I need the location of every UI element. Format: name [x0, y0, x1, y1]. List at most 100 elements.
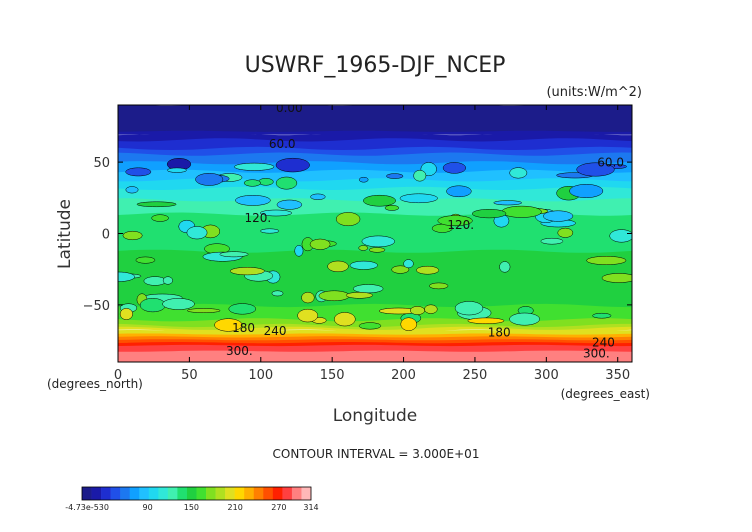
contour-band [118, 105, 632, 110]
contour-patch [214, 318, 243, 332]
colorbar-tick-label: -4.73e-5 [65, 503, 99, 512]
contour-patch [384, 205, 400, 211]
contour-patch [410, 306, 425, 315]
y-tick-label: 50 [93, 156, 110, 171]
contour-patch [429, 282, 449, 290]
contour-patch [276, 199, 303, 210]
x-tick-label: 200 [391, 368, 416, 383]
contour-patch [162, 298, 195, 310]
contour-interval-note: CONTOUR INTERVAL = 3.000E+01 [273, 447, 480, 461]
contour-patch [353, 284, 384, 294]
colorbar-swatch [101, 487, 111, 500]
colorbar-tick-label: 90 [143, 503, 153, 512]
contour-patch [609, 229, 632, 243]
contour-patch [509, 167, 528, 179]
contour-label: 180 [488, 325, 511, 339]
contour-patch [467, 317, 505, 324]
colorbar-frame [81, 486, 312, 501]
contour-patch [310, 193, 326, 200]
colorbar-swatch [186, 487, 197, 500]
colorbar-swatch [225, 487, 235, 500]
contour-band [118, 124, 632, 129]
contour-patch [258, 178, 274, 186]
x-tick-label: 300 [534, 368, 559, 383]
contour-band [118, 169, 632, 176]
contour-patch [297, 308, 319, 323]
contour-patch [162, 276, 173, 285]
contour-band [118, 146, 632, 153]
colorbar-swatch [234, 487, 245, 500]
contour-label: 300. [226, 344, 253, 358]
contour-label: 60.0 [597, 155, 624, 169]
x-tick-label: 150 [320, 368, 345, 383]
y-tick-label: −50 [83, 299, 110, 314]
colorbar-swatch [158, 487, 169, 500]
contour-patch [540, 237, 564, 245]
contour-patch [275, 176, 298, 190]
contour-patch [368, 247, 386, 253]
contour-band [118, 166, 632, 173]
x-tick-label: 100 [248, 368, 273, 383]
contour-band [118, 254, 632, 262]
contour-label: 240 [592, 335, 615, 349]
contour-band [118, 206, 632, 213]
contour-label: 180 [232, 321, 255, 335]
contour-band [118, 335, 632, 341]
contour-patch [424, 304, 438, 314]
contour-patch [187, 308, 221, 313]
colorbar-tick-label: 150 [184, 503, 199, 512]
colorbar-tick-label: 270 [271, 503, 286, 512]
contour-patch [345, 292, 373, 299]
x-tick-label: 250 [463, 368, 488, 383]
contour-patch [509, 312, 540, 326]
contour-band [118, 143, 632, 150]
colorbar-swatch [282, 487, 293, 500]
contour-label: 120. [245, 211, 272, 225]
contour-band [118, 121, 632, 127]
chart-title: USWRF_1965-DJF_NCEP [245, 53, 506, 78]
contour-patch [592, 312, 612, 319]
y-axis-label: Latitude [55, 199, 75, 269]
x-axis-label: Longitude [333, 406, 418, 426]
contour-label: 240 [264, 324, 287, 338]
contour-band [118, 186, 632, 193]
contour-patch [119, 308, 133, 320]
contour-band [118, 358, 632, 362]
colorbar: -4.73e-5 30 90 150 210 270 314 [65, 486, 319, 512]
contour-patch [493, 200, 522, 206]
colorbar-swatch [215, 487, 226, 500]
contour-patch [358, 245, 369, 251]
colorbar-swatch [244, 487, 255, 500]
contour-patch [358, 176, 369, 183]
contour-patch [413, 169, 427, 182]
contour-patch [125, 167, 152, 177]
colorbar-swatch [129, 487, 140, 500]
contour-detail [118, 157, 632, 332]
colorbar-swatch [139, 487, 150, 500]
colorbar-swatch [120, 487, 131, 500]
contour-patch [243, 179, 261, 187]
contour-patch [271, 290, 284, 297]
contour-band [118, 294, 632, 302]
contour-patch [446, 185, 472, 198]
contour-patch [334, 312, 356, 327]
contour-patch [228, 303, 257, 315]
contour-patch [275, 157, 310, 173]
contour-label: 0.00 [276, 101, 303, 115]
colorbar-swatch [167, 487, 178, 500]
colorbar-swatch [253, 487, 264, 500]
contour-patch [318, 290, 350, 302]
contour-patch [135, 256, 156, 264]
units-label: (units:W/m^2) [546, 85, 642, 100]
contour-patch [557, 227, 574, 238]
contour-band [118, 317, 632, 325]
contour-patch [391, 265, 410, 274]
contour-band [118, 231, 632, 239]
contour-patch [309, 238, 331, 250]
x-tick-label: 0 [114, 368, 122, 383]
y-unit-label: (degrees_north) [47, 377, 143, 391]
contour-patch [416, 265, 440, 275]
contour-band [118, 297, 632, 305]
contour-band [118, 257, 632, 265]
